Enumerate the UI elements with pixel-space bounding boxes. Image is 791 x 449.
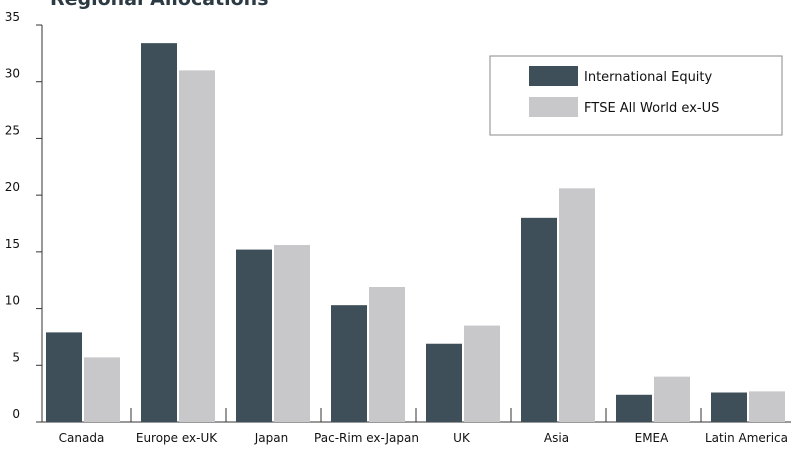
- x-category-label: UK: [453, 431, 471, 445]
- bar-international-equity: [426, 344, 462, 422]
- y-tick-label: 20: [5, 180, 20, 194]
- bar-ftse-all-world-ex-us: [464, 326, 500, 422]
- bar-ftse-all-world-ex-us: [179, 70, 215, 422]
- bar-international-equity: [521, 218, 557, 422]
- chart-title: Regional Allocations: [50, 0, 269, 10]
- legend-label: FTSE All World ex-US: [584, 101, 719, 116]
- y-tick-label: 15: [5, 237, 20, 251]
- x-category-label: Latin America: [705, 431, 788, 445]
- bar-ftse-all-world-ex-us: [369, 287, 405, 422]
- bar-international-equity: [711, 393, 747, 422]
- legend-swatch: [529, 66, 578, 86]
- bar-international-equity: [236, 250, 272, 422]
- y-tick-label: 5: [12, 350, 20, 364]
- y-tick-label: 35: [5, 10, 20, 24]
- legend-swatch: [529, 97, 578, 117]
- x-category-label: EMEA: [635, 431, 670, 445]
- legend-label: International Equity: [584, 70, 713, 85]
- legend: International Equity FTSE All World ex-US: [490, 56, 782, 135]
- x-category-label: Canada: [59, 431, 105, 445]
- bar-ftse-all-world-ex-us: [274, 245, 310, 422]
- bar-ftse-all-world-ex-us: [559, 188, 595, 422]
- bar-ftse-all-world-ex-us: [749, 391, 785, 422]
- bar-ftse-all-world-ex-us: [84, 357, 120, 422]
- x-category-label: Pac-Rim ex-Japan: [314, 431, 419, 445]
- bar-international-equity: [616, 395, 652, 422]
- y-tick-label: 0: [12, 407, 20, 421]
- bar-ftse-all-world-ex-us: [654, 377, 690, 422]
- y-tick-label: 30: [5, 67, 20, 81]
- bar-international-equity: [331, 305, 367, 422]
- x-category-label: Asia: [544, 431, 569, 445]
- y-tick-label: 10: [5, 294, 20, 308]
- x-category-label: Japan: [254, 431, 288, 445]
- y-tick-label: 25: [5, 123, 20, 137]
- bar-international-equity: [46, 332, 82, 422]
- x-category-label: Europe ex-UK: [136, 431, 218, 445]
- bar-international-equity: [141, 43, 177, 422]
